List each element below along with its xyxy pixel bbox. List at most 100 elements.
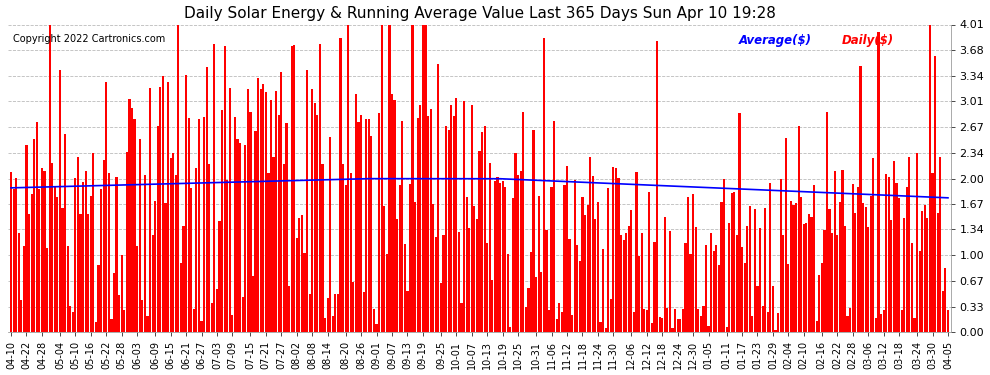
Bar xyxy=(543,38,545,332)
Bar xyxy=(695,227,697,332)
Bar xyxy=(419,105,422,332)
Bar xyxy=(713,251,715,332)
Bar xyxy=(656,41,658,332)
Bar xyxy=(427,116,429,332)
Bar xyxy=(496,177,499,332)
Bar xyxy=(92,153,94,332)
Bar xyxy=(888,177,890,332)
Bar xyxy=(808,214,810,332)
Bar xyxy=(663,217,666,332)
Bar xyxy=(195,168,197,332)
Bar xyxy=(180,263,182,332)
Bar xyxy=(476,219,478,332)
Bar xyxy=(259,89,261,332)
Bar xyxy=(277,115,280,332)
Bar xyxy=(306,69,308,332)
Bar xyxy=(766,312,769,332)
Bar xyxy=(131,108,133,332)
Bar xyxy=(172,153,174,332)
Bar xyxy=(615,168,617,332)
Bar xyxy=(589,157,591,332)
Bar xyxy=(118,295,120,332)
Bar xyxy=(829,209,831,332)
Bar xyxy=(66,246,68,332)
Bar xyxy=(380,24,383,332)
Bar xyxy=(486,243,488,332)
Bar xyxy=(239,143,242,332)
Bar xyxy=(409,184,411,332)
Bar xyxy=(914,318,916,332)
Bar xyxy=(249,112,251,332)
Bar xyxy=(748,206,750,332)
Bar xyxy=(934,56,937,332)
Bar xyxy=(463,101,465,332)
Bar xyxy=(721,202,723,332)
Bar xyxy=(399,185,401,332)
Bar xyxy=(31,194,33,332)
Bar xyxy=(515,153,517,332)
Bar xyxy=(108,173,110,332)
Bar xyxy=(921,211,924,332)
Bar xyxy=(644,309,645,332)
Bar xyxy=(638,256,641,332)
Bar xyxy=(478,151,480,332)
Bar xyxy=(869,196,872,332)
Bar xyxy=(571,315,573,332)
Bar xyxy=(288,286,290,332)
Bar xyxy=(185,75,187,332)
Bar xyxy=(563,184,565,332)
Bar xyxy=(322,164,324,332)
Bar xyxy=(77,157,79,332)
Bar xyxy=(293,45,295,332)
Bar xyxy=(671,328,673,332)
Bar xyxy=(893,160,895,332)
Bar xyxy=(147,316,148,332)
Bar xyxy=(169,158,171,332)
Bar xyxy=(100,189,102,332)
Bar xyxy=(311,89,313,332)
Bar xyxy=(525,308,527,332)
Bar xyxy=(468,228,470,332)
Bar xyxy=(365,119,367,332)
Bar xyxy=(41,168,43,332)
Bar xyxy=(573,180,576,332)
Bar xyxy=(895,183,898,332)
Bar xyxy=(538,196,540,332)
Bar xyxy=(97,265,100,332)
Bar xyxy=(898,198,900,332)
Bar xyxy=(156,126,158,332)
Bar xyxy=(187,118,190,332)
Bar xyxy=(465,197,467,332)
Bar xyxy=(340,38,342,332)
Bar xyxy=(342,164,345,332)
Bar xyxy=(708,326,710,332)
Bar xyxy=(53,186,55,332)
Bar xyxy=(718,265,720,332)
Bar xyxy=(517,176,519,332)
Bar xyxy=(272,157,274,332)
Bar xyxy=(457,232,460,332)
Bar xyxy=(432,204,435,332)
Bar xyxy=(743,264,745,332)
Bar xyxy=(785,138,787,332)
Bar xyxy=(349,173,351,332)
Bar xyxy=(875,318,877,332)
Bar xyxy=(87,214,89,332)
Bar xyxy=(499,183,501,332)
Bar xyxy=(262,84,264,332)
Bar xyxy=(275,91,277,332)
Bar xyxy=(198,119,200,332)
Bar xyxy=(631,210,633,332)
Bar xyxy=(502,180,504,332)
Bar xyxy=(211,303,213,332)
Bar xyxy=(285,123,287,332)
Bar xyxy=(545,230,547,332)
Bar xyxy=(206,67,208,332)
Bar xyxy=(700,316,702,332)
Bar xyxy=(818,275,821,332)
Bar xyxy=(628,226,630,332)
Bar xyxy=(916,153,918,332)
Bar xyxy=(927,218,929,332)
Bar xyxy=(221,110,223,332)
Bar xyxy=(58,70,61,332)
